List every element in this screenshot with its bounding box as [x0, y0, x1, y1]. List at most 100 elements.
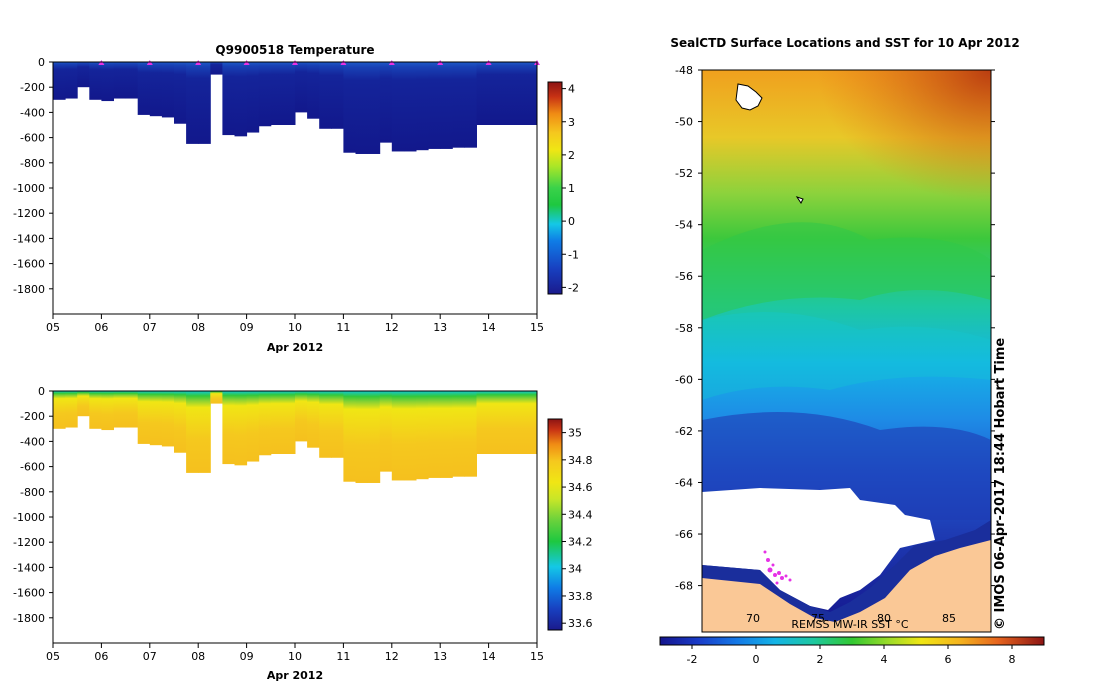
- sal-xtick-label: 12: [385, 650, 399, 663]
- map-ytick-label: -50: [675, 116, 693, 129]
- temp-profile-column: [210, 62, 223, 75]
- lon-label-70: 70: [746, 612, 760, 625]
- sal-profile-column: [428, 391, 441, 478]
- kerguelen-island: [735, 83, 763, 111]
- sal-profile-column: [307, 391, 320, 448]
- sal-profile-column: [488, 391, 502, 454]
- sal-colorbar-ticks: 35 34.8 34.6 34.4 34.2 34 33.8 33.6: [562, 427, 593, 630]
- temp-ytick-label: -1000: [13, 182, 45, 195]
- temp-ytick-label: -1600: [13, 258, 45, 271]
- sal-profile-column: [403, 391, 417, 481]
- temp-profile-column: [246, 62, 260, 133]
- temp-ytick-label: -800: [20, 157, 45, 170]
- lon-label-85: 85: [942, 612, 956, 625]
- sst-colorbar-ticks: -2 0 2 4 6 8: [687, 645, 1016, 666]
- temp-profile-column: [524, 62, 538, 125]
- temp-profile-column: [343, 62, 356, 153]
- map-ytick-label: -64: [675, 476, 693, 489]
- sal-ytick-label: -1800: [13, 612, 45, 625]
- temp-xtick-label: 05: [46, 321, 60, 334]
- temp-profile-column: [464, 62, 477, 148]
- temp-profile-column: [89, 62, 102, 100]
- source-label: REMSS MW-IR SST °C: [791, 618, 909, 631]
- temp-profile-column: [137, 62, 151, 115]
- sal-x-label: Apr 2012: [267, 669, 323, 682]
- temp-xtick-label: 12: [385, 321, 399, 334]
- ice-region: [702, 488, 935, 610]
- sal-profile-column: [319, 391, 332, 458]
- sal-cbar-label: 35: [568, 427, 582, 440]
- temp-ytick-label: -400: [20, 106, 45, 119]
- map-ytick-label: -62: [675, 425, 693, 438]
- sal-profile-column: [343, 391, 356, 482]
- temp-profile-column: [161, 62, 175, 118]
- temp-ytick-label: -1400: [13, 232, 45, 245]
- temp-profile-column: [452, 62, 465, 148]
- map-title: SealCTD Surface Locations and SST for 10…: [670, 36, 1019, 50]
- temp-cbar-label: 1: [568, 182, 575, 195]
- map-ytick-label: -52: [675, 167, 693, 180]
- sal-cbar-label: 33.6: [568, 617, 593, 630]
- sal-profile-column: [149, 391, 163, 446]
- sal-profile-column: [137, 391, 151, 444]
- sal-profile-column: [379, 391, 393, 472]
- sal-profile-column: [476, 391, 490, 454]
- sal-cbar-label: 33.8: [568, 590, 593, 603]
- temp-ytick-label: -600: [20, 132, 45, 145]
- temp-ytick-label: 0: [38, 56, 45, 69]
- sal-xtick-label: 09: [240, 650, 254, 663]
- sal-x-axis: 05 06 07 08 09 10 11 12 13 14 15: [46, 643, 544, 663]
- sal-ytick-label: -1000: [13, 511, 45, 524]
- lon-label-80: 80: [877, 612, 891, 625]
- sal-profile-column: [270, 391, 284, 454]
- temp-profile-column: [295, 62, 308, 113]
- sst-cbar-label: 8: [1009, 653, 1016, 666]
- temp-profile-column: [77, 62, 90, 88]
- sal-xtick-label: 13: [433, 650, 447, 663]
- sal-data-field: [53, 391, 538, 483]
- imos-watermark: © IMOS 06-Apr-2017 18:44 Hobart Time: [993, 338, 1008, 630]
- temp-profile-column: [258, 62, 272, 127]
- temp-xtick-label: 13: [433, 321, 447, 334]
- heard-island: [795, 196, 804, 204]
- temp-xtick-label: 15: [530, 321, 544, 334]
- temp-profile-column: [391, 62, 405, 152]
- sal-xtick-label: 05: [46, 650, 60, 663]
- sal-profile-column: [174, 391, 187, 453]
- sal-profile-column: [101, 391, 114, 431]
- map-y-axis: -48 -50 -52 -54 -56 -58 -60 -62 -64 -66 -68: [675, 64, 995, 593]
- temp-ytick-label: -1800: [13, 283, 45, 296]
- sal-ytick-label: -1200: [13, 536, 45, 549]
- map-ytick-label: -56: [675, 270, 693, 283]
- temp-profile-column: [379, 62, 393, 143]
- temp-chart-title: Q9900518 Temperature: [215, 43, 374, 57]
- temp-profile-column: [198, 62, 211, 144]
- temp-xtick-label: 06: [94, 321, 108, 334]
- map-inner-longitude-labels: 70 75 80 85: [746, 612, 956, 625]
- map-ytick-label: -68: [675, 580, 693, 593]
- sal-profile-column: [331, 391, 344, 458]
- sal-profile-column: [258, 391, 272, 456]
- sst-cbar-label: 6: [945, 653, 952, 666]
- map-ytick-label: -48: [675, 64, 693, 77]
- temp-profile-column: [270, 62, 284, 125]
- sal-profile-column: [198, 391, 211, 473]
- sst-green-tongue: [702, 222, 991, 320]
- temp-profile-column: [101, 62, 114, 102]
- sal-profile-column: [161, 391, 175, 447]
- temp-cbar-label: 0: [568, 215, 575, 228]
- sal-profile-column: [246, 391, 260, 462]
- sal-xtick-label: 07: [143, 650, 157, 663]
- antarctica-land: [702, 540, 991, 632]
- sal-xtick-label: 06: [94, 650, 108, 663]
- temp-profile-column: [113, 62, 127, 99]
- sal-ytick-label: -200: [20, 410, 45, 423]
- sst-colorbar: [659, 636, 1045, 646]
- sal-xtick-label: 11: [336, 650, 350, 663]
- temp-profile-column: [367, 62, 381, 154]
- seal-ctd-locations: [763, 550, 792, 585]
- sal-profile-column: [53, 391, 66, 429]
- sal-profile-column: [125, 391, 139, 428]
- temp-profile-column: [149, 62, 163, 117]
- temp-profile-column: [500, 62, 514, 125]
